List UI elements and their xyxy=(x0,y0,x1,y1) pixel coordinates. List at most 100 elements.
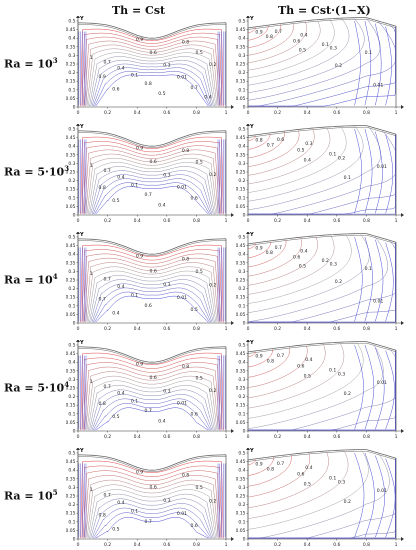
x-tick-label: 0.8 xyxy=(363,110,370,116)
contour-label: 0.8 xyxy=(99,512,106,518)
isotherm-line xyxy=(94,291,210,323)
isotherm-line xyxy=(248,451,329,509)
cold-isotherm xyxy=(375,23,382,106)
contour-label: 0.3 xyxy=(163,172,170,178)
contour-label: 0.5 xyxy=(196,50,203,56)
x-tick-label: 1 xyxy=(225,218,228,224)
contour-label: 0.8 xyxy=(266,250,273,256)
contour-label: 0.8 xyxy=(182,364,189,370)
isotherm-line xyxy=(95,407,209,431)
y-tick-label: 0.1 xyxy=(238,87,245,93)
x-tick-label: 0.8 xyxy=(193,326,200,332)
isotherm-line xyxy=(91,283,213,323)
isotherm-line xyxy=(85,262,219,323)
isotherm-line xyxy=(248,134,396,215)
isotherm-line xyxy=(248,20,321,71)
y-tick-label: 0.2 xyxy=(68,394,75,400)
x-tick-label: 1 xyxy=(395,326,398,332)
row-label-text: Ra = 5·10 xyxy=(4,381,65,395)
contour-label: 0.6 xyxy=(297,472,304,478)
isotherm-line xyxy=(248,242,396,323)
y-tick-label: 0 xyxy=(243,105,246,111)
y-axis-arrow xyxy=(76,448,80,450)
cold-isotherm xyxy=(354,129,362,214)
top-wall xyxy=(77,130,227,147)
y-axis-label: Y xyxy=(79,340,84,346)
y-tick-label: 0.1 xyxy=(238,195,245,201)
y-tick-label: 0.35 xyxy=(236,152,246,158)
isotherm-line xyxy=(89,493,215,539)
y-tick-label: 0.35 xyxy=(236,368,246,374)
y-tick-label: 0.15 xyxy=(66,295,76,301)
top-wall xyxy=(247,341,397,353)
contour-label: 0.9 xyxy=(255,354,262,360)
isotherm-line xyxy=(89,275,215,323)
y-tick-label: 0.5 xyxy=(238,343,245,349)
x-tick-label: 0.2 xyxy=(274,326,281,332)
contour-label: 0.2 xyxy=(209,499,216,505)
y-tick-label: 0.25 xyxy=(66,62,76,68)
y-tick-label: 0.35 xyxy=(236,44,246,50)
x-tick-label: 0.8 xyxy=(193,542,200,548)
isotherm-line xyxy=(248,22,294,56)
row-label-exponent: 3 xyxy=(64,164,70,173)
contour-label: 0.4 xyxy=(305,357,312,363)
isotherm-line xyxy=(91,394,213,431)
isotherm-line xyxy=(248,243,257,249)
x-tick-label: 0.4 xyxy=(134,326,141,332)
y-tick-label: 0.3 xyxy=(68,53,75,59)
cold-isotherm xyxy=(385,458,396,538)
x-axis-arrow xyxy=(401,537,404,541)
contour-label: 0.9 xyxy=(136,470,143,476)
y-axis-arrow xyxy=(246,232,250,234)
y-tick-label: 0.45 xyxy=(66,351,76,357)
isotherm-line xyxy=(84,40,220,107)
x-tick-label: 0 xyxy=(77,542,80,548)
y-axis-arrow xyxy=(246,340,250,342)
top-wall-inner xyxy=(77,132,227,149)
y-tick-label: 0.1 xyxy=(68,519,75,525)
x-axis-arrow xyxy=(401,105,404,109)
contour-label: 0.7 xyxy=(104,493,111,499)
isotherm-line xyxy=(90,279,214,323)
isotherm-line xyxy=(248,135,257,141)
x-tick-label: 0 xyxy=(247,326,250,332)
isotherm-plot: XY00.20.40.60.8100.050.10.150.20.250.30.… xyxy=(66,340,234,440)
contour-label: 0.1 xyxy=(131,509,138,515)
y-tick-label: 0 xyxy=(243,321,246,327)
contour-label: 0.7 xyxy=(145,519,152,525)
y-axis-label: Y xyxy=(79,448,84,454)
contour-label: 0.7 xyxy=(191,85,198,91)
y-tick-label: 0.25 xyxy=(236,62,246,68)
contour-label: 1 xyxy=(90,271,93,277)
isotherm-line xyxy=(86,375,218,431)
top-wall-inner xyxy=(77,24,227,41)
y-tick-label: 0.35 xyxy=(236,476,246,482)
cold-isotherm xyxy=(364,452,375,538)
isotherm-line xyxy=(87,52,217,107)
contour-label: 0.3 xyxy=(338,372,345,378)
isotherm-panel: XY00.20.40.60.8100.050.10.150.20.250.30.… xyxy=(236,448,404,548)
contour-label: 0.7 xyxy=(104,384,111,390)
isotherm-panel: XY00.20.40.60.8100.050.10.150.20.250.30.… xyxy=(66,124,234,224)
isotherm-line xyxy=(248,18,350,86)
contour-label: 0.8 xyxy=(145,81,152,87)
contour-label: 0.7 xyxy=(145,192,152,198)
y-tick-label: 0.5 xyxy=(68,343,75,349)
isotherm-line xyxy=(86,266,218,323)
row-label-exponent: 3 xyxy=(52,56,58,65)
y-tick-label: 0.1 xyxy=(238,303,245,309)
y-tick-label: 0.3 xyxy=(238,269,245,275)
isotherm-line xyxy=(94,512,210,539)
x-tick-label: 0.2 xyxy=(274,218,281,224)
isotherm-line xyxy=(90,170,214,215)
top-wall xyxy=(247,449,397,461)
contour-label: 0.01 xyxy=(177,401,187,407)
x-tick-label: 0 xyxy=(247,218,250,224)
y-axis-arrow xyxy=(246,448,250,450)
y-tick-label: 0.25 xyxy=(66,386,76,392)
y-tick-label: 0.4 xyxy=(68,36,75,42)
contour-label: 0.5 xyxy=(112,526,119,532)
x-tick-label: 0.2 xyxy=(104,218,111,224)
contour-label: 0.6 xyxy=(297,364,304,370)
